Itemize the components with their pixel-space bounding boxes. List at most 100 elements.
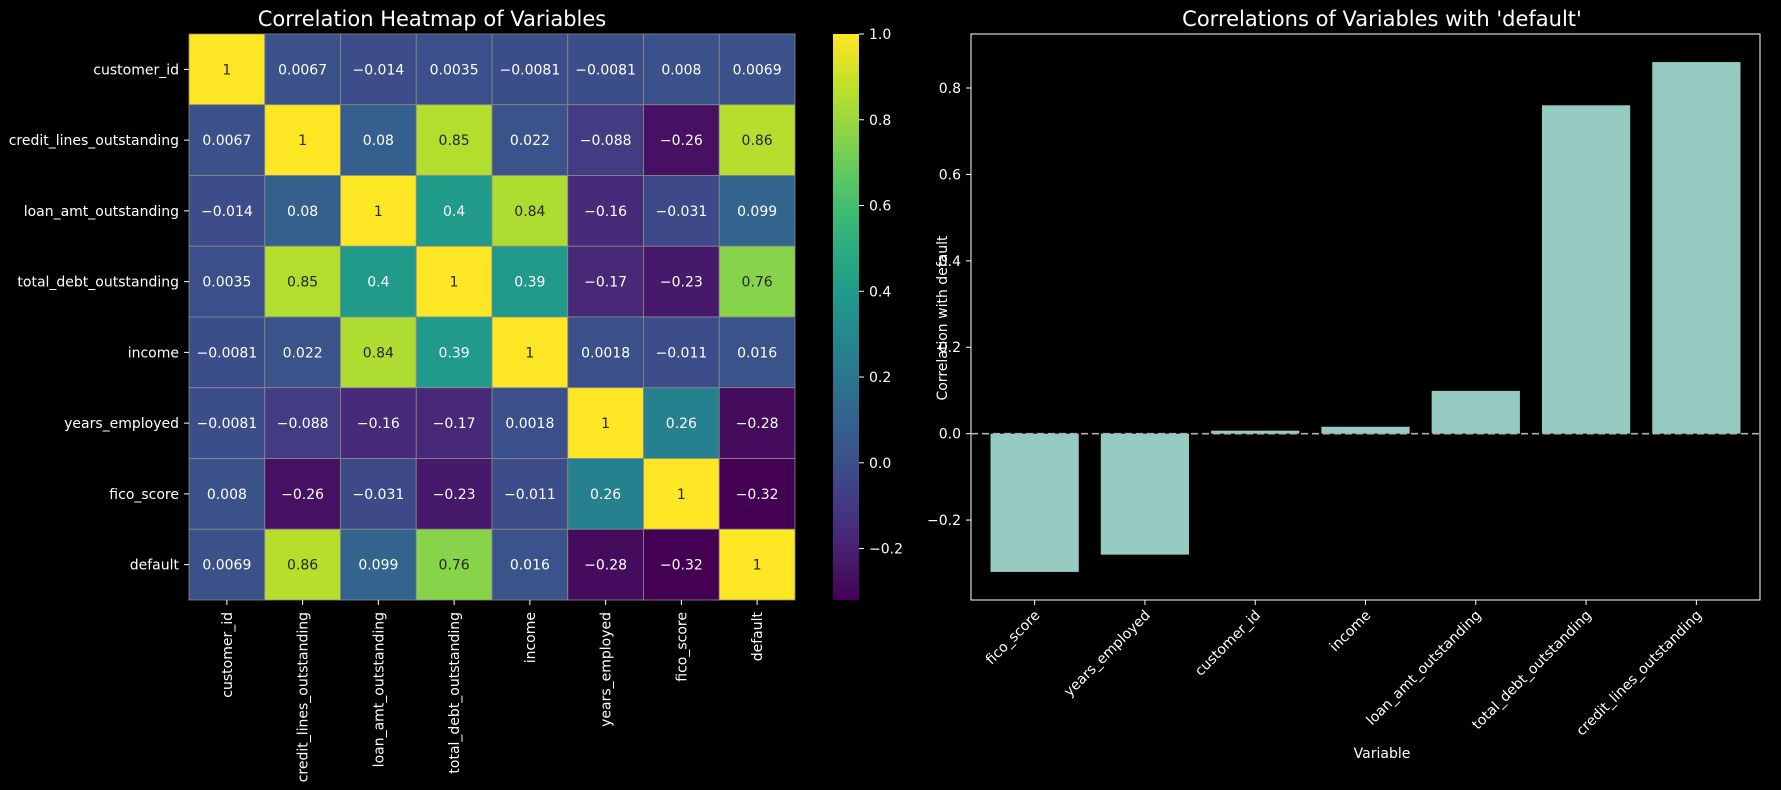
bar-chart-y-ticks: −0.2 0.0 0.2 0.4 0.6 0.8 [927,81,971,529]
heatmap-cell [264,104,341,176]
heatmap-cell-label: −0.28 [584,558,627,574]
heatmap-column-label: loan_amt_outstanding [371,612,387,767]
heatmap-cell [491,33,569,106]
heatmap-cell-label: −0.0081 [500,62,561,78]
heatmap-column-label: default [750,611,766,661]
heatmap-cell-label: 0.0067 [202,133,251,149]
colorbar-tick-label: −0.2 [869,542,903,558]
heatmap-cell [264,387,341,459]
heatmap-cell-label: −0.0081 [197,345,258,361]
heatmap-cell-label: −0.23 [433,487,476,503]
colorbar-tick-label: 0.8 [869,113,891,129]
heatmap-cell [264,316,341,389]
heatmap-cell-label: −0.28 [736,416,779,432]
heatmap-cell [567,245,644,318]
heatmap-column-label: income [523,612,539,663]
bar [1211,430,1300,434]
heatmap-cell-label: 0.0035 [202,275,251,291]
heatmap-cell [643,528,720,601]
heatmap-cell [718,387,796,459]
heatmap-cell [340,528,417,601]
heatmap-cell-label: −0.011 [655,345,707,361]
heatmap-title: Correlation Heatmap of Variables [258,7,607,31]
heatmap-cell-label: −0.32 [736,487,779,503]
heatmap-row-label: years_employed [64,416,179,432]
heatmap-cell-label: −0.32 [660,558,703,574]
heatmap-cell-label: 0.016 [737,345,777,361]
heatmap-cell-label: 0.099 [737,204,777,220]
colorbar-tick-label: 0.4 [869,284,891,300]
y-tick-label: 0.6 [939,167,961,183]
heatmap-cell-label: −0.0081 [197,416,258,432]
colorbar-tick-label: 0.0 [869,456,891,472]
heatmap-cell-label: 0.016 [510,558,550,574]
heatmap-column-label: years_employed [599,612,615,727]
heatmap-cell-label: 1 [222,62,231,78]
heatmap-cell [718,104,796,176]
colorbar-tick-label: 0.6 [869,199,891,215]
heatmap-cell [188,245,266,318]
heatmap-cell-label: 0.0018 [505,416,554,432]
heatmap-cell-label: 0.76 [742,275,773,291]
colorbar-tick-label: 1.0 [869,27,891,43]
heatmap-cell [340,316,417,389]
heatmap-cell [264,245,341,318]
heatmap-cell-label: −0.031 [352,487,404,503]
heatmap-cell-label: 0.008 [207,487,247,503]
heatmap-cell-label: 0.0067 [278,62,327,78]
heatmap-cell [491,528,569,601]
heatmap-cell-label: 0.26 [666,416,697,432]
heatmap-cell [567,316,644,389]
y-tick-label: 0.2 [939,340,961,356]
heatmap-column-label: customer_id [220,612,236,698]
heatmap-cell-label: −0.23 [660,275,703,291]
heatmap-panel: Correlation Heatmap of Variables 1 0.0067… [9,7,796,782]
colorbar-ticks: 1.0 0.8 0.6 0.4 0.2 0.0 −0.2 [859,27,903,558]
y-tick-label: −0.2 [927,513,961,529]
heatmap-row-label: credit_lines_outstanding [9,133,179,149]
heatmap-cell-label: 0.86 [287,558,318,574]
heatmap-cell [491,458,569,530]
heatmap-cell [340,458,417,530]
heatmap-row-label: total_debt_outstanding [17,275,179,291]
heatmap-row-label: customer_id [93,62,179,78]
heatmap-cell-label: −0.031 [655,204,707,220]
heatmap-cell-label: −0.088 [580,133,632,149]
heatmap-cells: 1 0.0067 −0.014 0.0035 −0.0081 −0.0081 0.008 0.… [188,33,796,601]
heatmap-cell [491,245,569,318]
heatmap-cell-label: 0.84 [363,345,394,361]
heatmap-cell [491,316,569,389]
y-tick-label: 0.0 [939,427,961,443]
heatmap-cell-label: −0.16 [584,204,627,220]
heatmap-column-labels: customer_id credit_lines_outstanding loan_… [220,600,766,782]
bar [1321,426,1410,434]
bar [1100,433,1190,555]
bar-chart-y-axis-label: Correlation with default [935,235,951,401]
heatmap-cell [643,104,720,176]
heatmap-cell-label: 0.85 [439,133,470,149]
heatmap-cell [415,33,493,106]
heatmap-row-label: loan_amt_outstanding [24,204,179,220]
heatmap-cell [340,104,417,176]
heatmap-cell [491,387,569,459]
heatmap-cell-label: 0.0069 [202,558,251,574]
heatmap-cell [718,33,796,106]
heatmap-cell-label: 1 [525,345,534,361]
heatmap-cell [340,387,417,459]
heatmap-cell [718,458,796,530]
heatmap-cell-label: 0.08 [287,204,318,220]
heatmap-column-label: fico_score [674,612,690,682]
heatmap-cell-label: 1 [677,487,686,503]
heatmap-cell [643,175,720,247]
heatmap-cell-label: −0.014 [352,62,404,78]
y-tick-label: 0.8 [939,81,961,97]
heatmap-cell [491,104,569,176]
heatmap-cell-label: 0.0035 [430,62,479,78]
heatmap-cell-label: 0.4 [367,275,389,291]
bar-chart-x-axis-label: Variable [1354,746,1411,762]
heatmap-cell-label: 0.08 [363,133,394,149]
heatmap-cell-label: 0.0018 [581,345,630,361]
heatmap-cell [567,104,644,176]
heatmap-column-label: total_debt_outstanding [447,612,463,774]
